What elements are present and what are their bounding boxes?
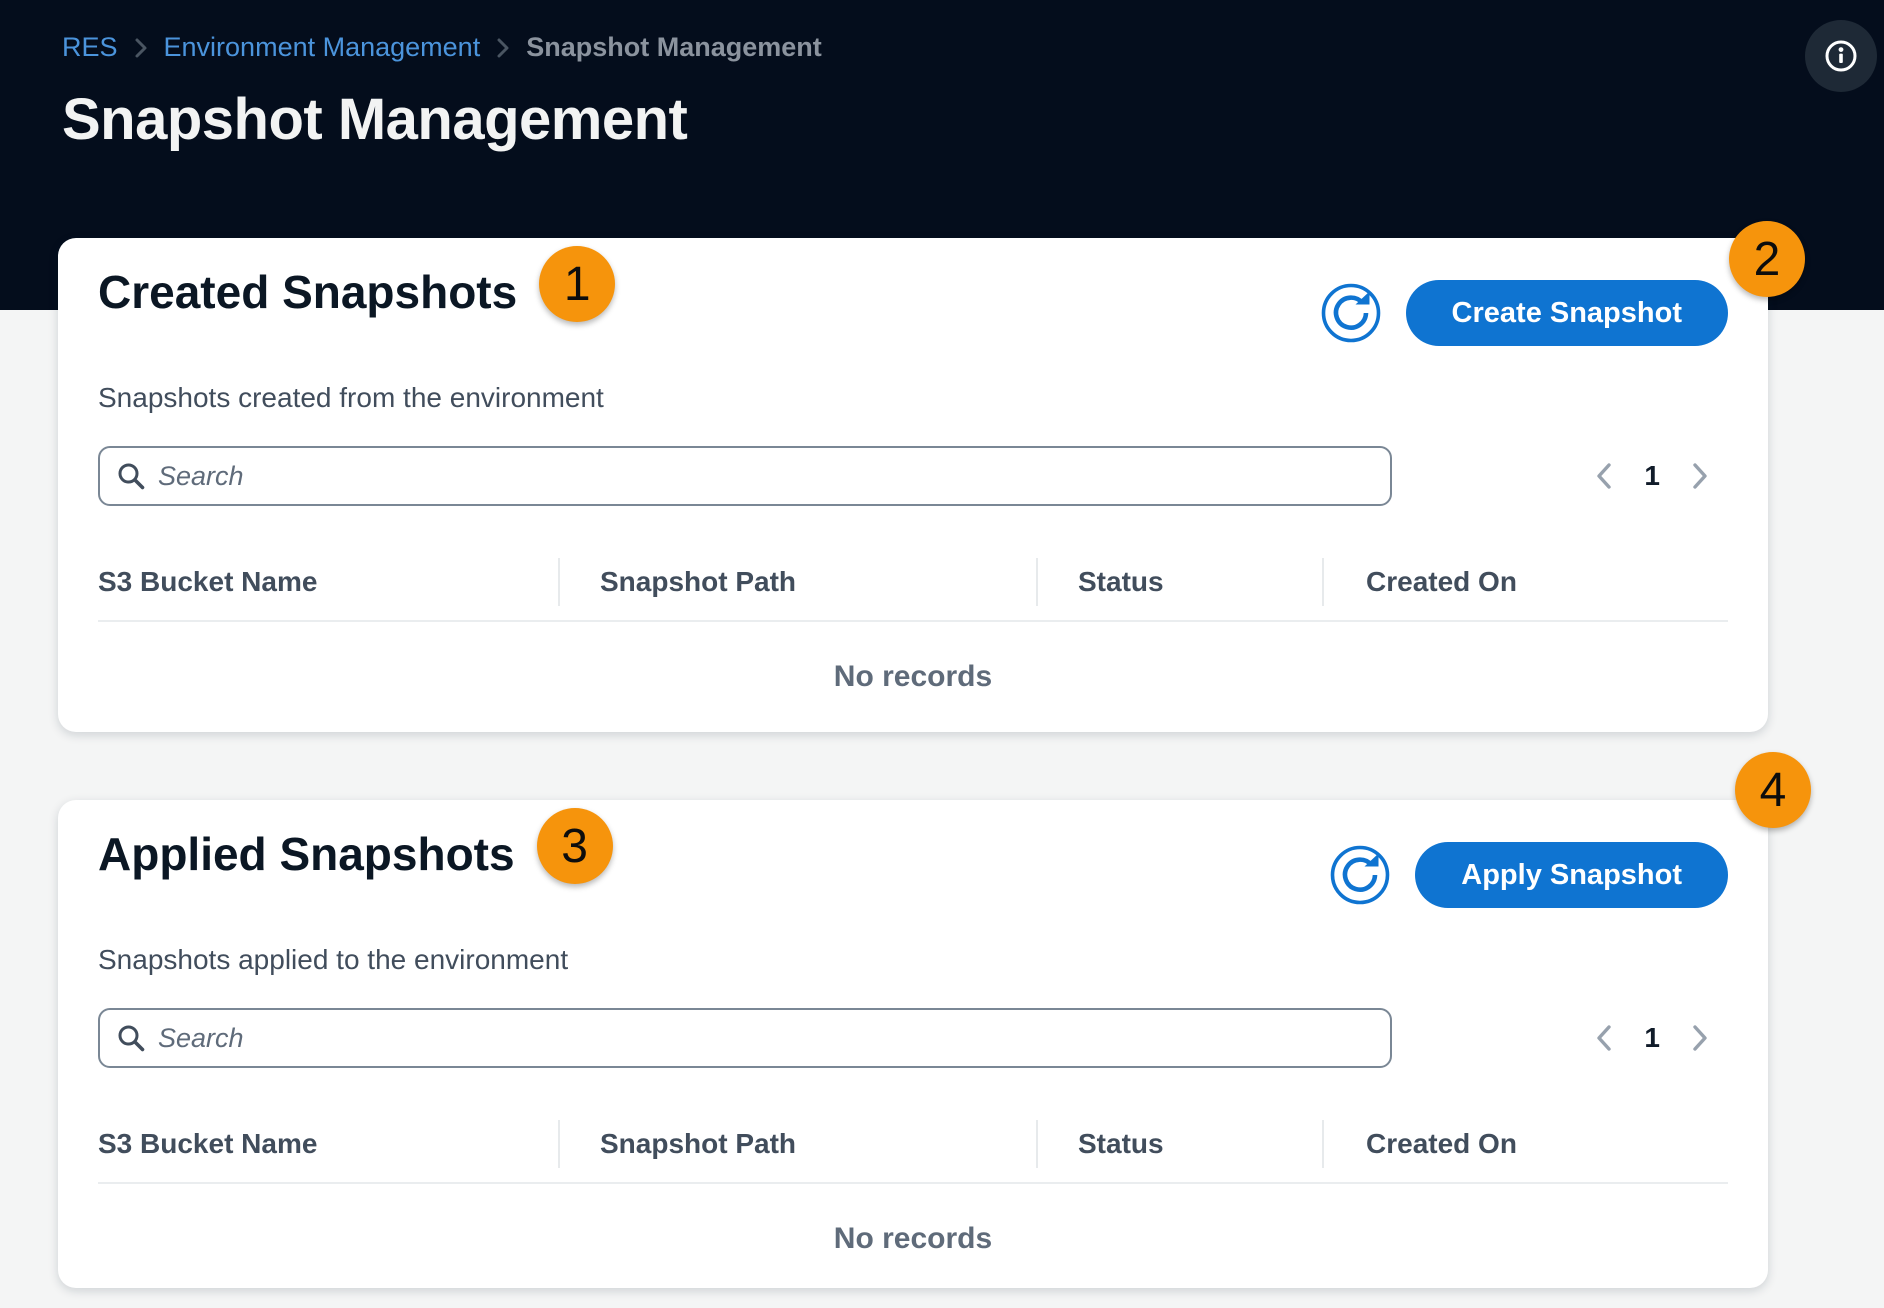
previous-page-button[interactable] <box>1590 1019 1618 1057</box>
table-divider <box>98 620 1728 622</box>
applied-snapshots-title: Applied Snapshots <box>98 828 515 880</box>
previous-page-button[interactable] <box>1590 457 1618 495</box>
next-page-button[interactable] <box>1686 457 1714 495</box>
column-header-s3-bucket-name: S3 Bucket Name <box>98 1128 318 1159</box>
info-button[interactable] <box>1805 20 1877 92</box>
annotation-badge-2: 2 <box>1729 221 1805 297</box>
search-input[interactable] <box>98 1008 1392 1068</box>
empty-state-text: No records <box>833 660 993 693</box>
breadcrumb-environment-management[interactable]: Environment Management <box>163 32 481 62</box>
chevron-right-icon <box>496 37 510 59</box>
column-header-snapshot-path: Snapshot Path <box>558 558 1036 606</box>
annotation-badge-4: 4 <box>1735 752 1811 828</box>
refresh-icon <box>1320 282 1382 344</box>
annotation-badge-1: 1 <box>539 246 616 322</box>
table-divider <box>98 1182 1728 1184</box>
column-header-s3-bucket-name: S3 Bucket Name <box>98 566 318 597</box>
empty-state-text: No records <box>833 1222 993 1255</box>
table-header-row: S3 Bucket Name Snapshot Path Status Crea… <box>98 1120 1728 1168</box>
column-header-status: Status <box>1036 558 1322 606</box>
page-title: Snapshot Management <box>62 87 688 152</box>
annotation-badge-3: 3 <box>536 808 613 884</box>
info-icon <box>1823 38 1859 74</box>
created-snapshots-card: 2 Created Snapshots 1 Create Snapshot Sn… <box>58 221 1805 732</box>
table-header-row: S3 Bucket Name Snapshot Path Status Crea… <box>98 558 1728 606</box>
column-header-created-on: Created On <box>1322 558 1728 606</box>
refresh-button[interactable] <box>1329 844 1391 906</box>
page-number[interactable]: 1 <box>1644 1022 1660 1053</box>
search-input[interactable] <box>98 446 1392 506</box>
refresh-icon <box>1329 844 1391 906</box>
column-header-snapshot-path: Snapshot Path <box>558 1120 1036 1168</box>
pagination: 1 <box>1590 1019 1728 1057</box>
page-number[interactable]: 1 <box>1644 460 1660 491</box>
next-page-button[interactable] <box>1686 1019 1714 1057</box>
pagination: 1 <box>1590 457 1728 495</box>
apply-snapshot-button[interactable]: Apply Snapshot <box>1415 842 1728 908</box>
column-header-status: Status <box>1036 1120 1322 1168</box>
create-snapshot-button[interactable]: Create Snapshot <box>1405 280 1728 346</box>
breadcrumb-current: Snapshot Management <box>526 32 822 62</box>
breadcrumb-res[interactable]: RES <box>62 32 118 62</box>
created-snapshots-description: Snapshots created from the environment <box>98 382 604 413</box>
refresh-button[interactable] <box>1320 282 1382 344</box>
breadcrumb: RES Environment Management Snapshot Mana… <box>62 32 822 63</box>
column-header-created-on: Created On <box>1322 1120 1728 1168</box>
chevron-right-icon <box>134 37 148 59</box>
applied-snapshots-description: Snapshots applied to the environment <box>98 944 569 975</box>
created-snapshots-title: Created Snapshots <box>98 266 518 318</box>
applied-snapshots-card: 4 Applied Snapshots 3 Apply Snapshot Sna… <box>58 752 1811 1288</box>
